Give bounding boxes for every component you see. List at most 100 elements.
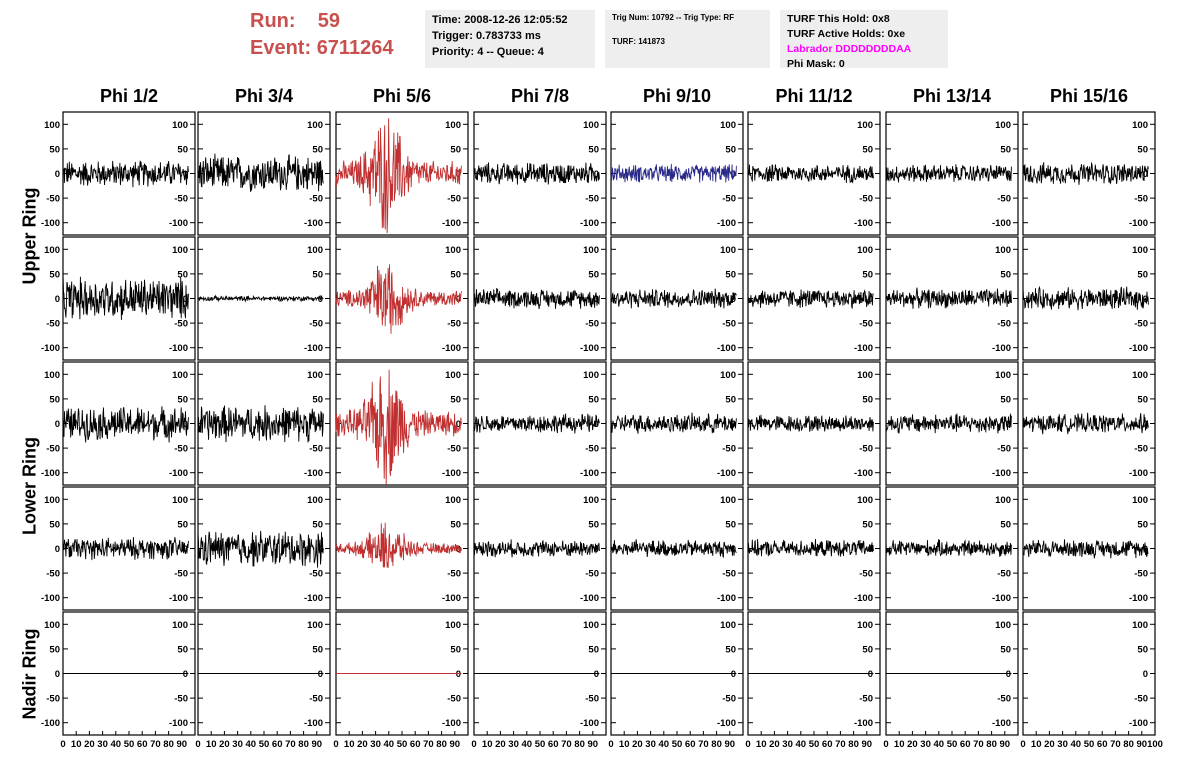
y-tick-label-right: -50: [309, 444, 323, 455]
y-tick-label-right: -50: [1134, 319, 1148, 330]
waveform-trace: [747, 538, 874, 557]
x-tick-label: 70: [698, 739, 709, 750]
waveform-trace: [335, 118, 462, 234]
waveform-panel-r3-c4: -100 -50 0 50 100: [473, 361, 607, 486]
y-tick-label-right: -50: [309, 569, 323, 580]
y-tick-label-right: 50: [450, 519, 461, 530]
y-tick-label-right: -50: [585, 444, 599, 455]
y-tick-label-left: 100: [44, 120, 60, 131]
y-tick-label-right: -50: [309, 194, 323, 205]
y-tick-label-right: -100: [1129, 218, 1148, 229]
x-tick-label: 10: [344, 739, 355, 750]
y-tick-label-right: 100: [583, 120, 599, 131]
y-tick-label-right: 50: [725, 269, 736, 280]
y-tick-label-right: 100: [307, 245, 323, 256]
y-tick-label-right: 100: [995, 245, 1011, 256]
x-tick-label: 20: [769, 739, 780, 750]
y-tick-label-right: -100: [169, 343, 188, 354]
turf-this-hold-text: TURF This Hold: 0x8: [787, 13, 890, 25]
x-tick-label: 50: [535, 739, 546, 750]
y-tick-label-right: -50: [309, 319, 323, 330]
turf-active-holds-text: TURF Active Holds: 0xe: [787, 28, 906, 40]
y-tick-label-left: 0: [55, 169, 60, 180]
y-tick-label-right: -50: [997, 569, 1011, 580]
y-tick-label-right: 50: [312, 394, 323, 405]
waveform-trace: [885, 413, 1012, 434]
y-tick-label-right: -50: [447, 694, 461, 705]
x-tick-label: 40: [1071, 739, 1082, 750]
y-tick-label-right: 50: [1000, 269, 1011, 280]
column-header-3: Phi 5/6: [372, 86, 432, 106]
y-tick-label-right: 50: [1000, 519, 1011, 530]
labrador-text: Labrador DDDDDDDDAA: [787, 43, 912, 55]
y-tick-label-right: 100: [857, 620, 873, 631]
x-tick-label: 40: [934, 739, 945, 750]
y-tick-label-left: 100: [44, 495, 60, 506]
x-tick-label: 90: [588, 739, 599, 750]
x-tick-label: 60: [960, 739, 971, 750]
run-event-box: Run: 59 Event: 6711264: [250, 8, 415, 62]
y-tick-label-right: -50: [585, 194, 599, 205]
x-tick-label: 80: [436, 739, 447, 750]
priority-text: Priority: 4 -- Queue: 4: [432, 46, 544, 58]
y-tick-label-left: -100: [41, 718, 60, 729]
y-tick-label-left: 100: [44, 245, 60, 256]
y-tick-label-right: -100: [992, 468, 1011, 479]
y-tick-label-right: -50: [859, 569, 873, 580]
y-tick-label-left: 0: [55, 669, 60, 680]
y-tick-label-left: -50: [46, 569, 60, 580]
x-tick-label: 10: [206, 739, 217, 750]
y-tick-label-right: -100: [992, 718, 1011, 729]
event-line: Event: 6711264: [250, 35, 415, 62]
x-tick-label: 50: [259, 739, 270, 750]
turf-info-box: TURF This Hold: 0x8 TURF Active Holds: 0…: [780, 10, 948, 70]
y-tick-label-right: 0: [456, 294, 461, 305]
y-tick-label-right: 50: [588, 144, 599, 155]
y-tick-label-left: 50: [49, 269, 60, 280]
waveform-trace: [747, 164, 874, 184]
y-tick-label-right: -50: [585, 694, 599, 705]
y-tick-label-right: -100: [304, 343, 323, 354]
x-tick-label: 10: [482, 739, 493, 750]
y-tick-label-right: -50: [309, 694, 323, 705]
y-tick-label-right: 50: [177, 144, 188, 155]
y-tick-label-right: 50: [588, 269, 599, 280]
turf-text: TURF: 141873: [612, 37, 665, 46]
y-tick-label-right: 100: [172, 620, 188, 631]
x-tick-label: 80: [298, 739, 309, 750]
x-tick-label: 80: [848, 739, 859, 750]
y-tick-label-right: -50: [997, 319, 1011, 330]
x-tick-label: 90: [862, 739, 873, 750]
x-tick-label: 70: [973, 739, 984, 750]
waveform-trace: [610, 539, 737, 559]
y-tick-label-right: -100: [854, 718, 873, 729]
y-tick-label-right: 100: [307, 120, 323, 131]
y-tick-label-right: 50: [450, 644, 461, 655]
y-tick-label-right: 100: [583, 620, 599, 631]
y-tick-label-right: 0: [183, 669, 188, 680]
y-tick-label-right: 100: [995, 370, 1011, 381]
y-tick-label-right: 100: [583, 370, 599, 381]
y-tick-label-right: -100: [304, 718, 323, 729]
waveform-panel-r2-c7: -100 -50 0 50 100: [885, 236, 1019, 361]
x-tick-label: 30: [97, 739, 108, 750]
trig-info-box: Trig Num: 10792 -- Trig Type: RF TURF: 1…: [605, 10, 770, 68]
x-tick-label: 50: [1084, 739, 1095, 750]
x-tick-label: 90: [1137, 739, 1148, 750]
waveform-trace: [1022, 285, 1149, 311]
x-tick-label: 20: [632, 739, 643, 750]
x-tick-label: 70: [285, 739, 296, 750]
y-tick-label-right: 50: [588, 644, 599, 655]
x-tick-label: 70: [423, 739, 434, 750]
y-tick-label-right: 100: [1132, 245, 1148, 256]
x-tick-label: 30: [1057, 739, 1068, 750]
